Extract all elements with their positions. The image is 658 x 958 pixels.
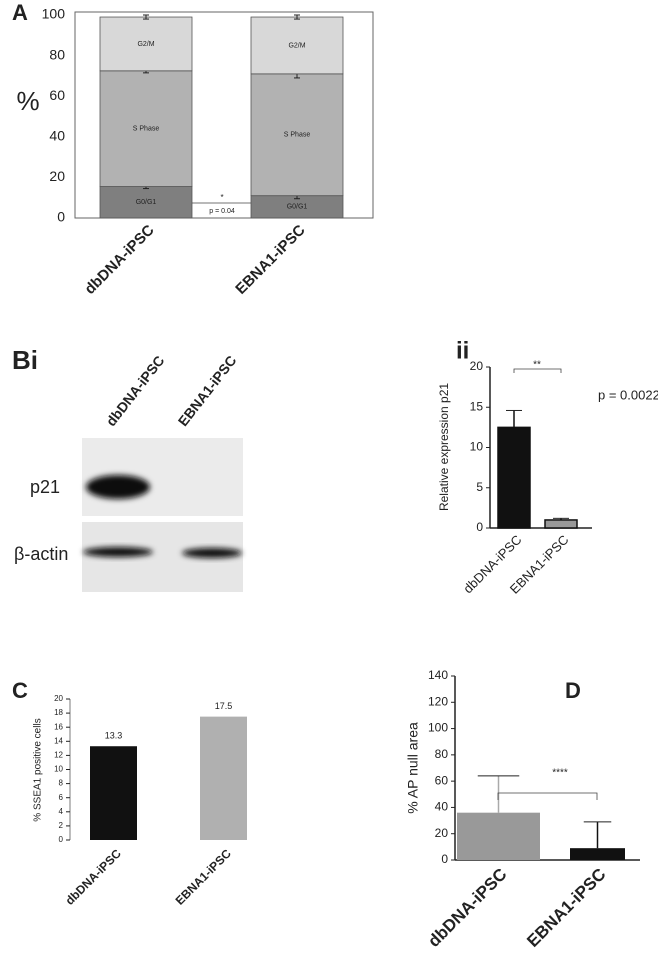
annotation: **** bbox=[552, 768, 568, 779]
y-tick-label: 20 bbox=[54, 694, 63, 703]
x-tick-label: EBNA1-iPSC bbox=[523, 865, 609, 951]
significance-bracket bbox=[513, 368, 562, 373]
y-axis-label: % bbox=[16, 86, 39, 116]
bar-segment bbox=[250, 16, 344, 75]
x-tick-label: dbDNA-iPSC bbox=[63, 846, 125, 908]
annotation: * bbox=[220, 193, 223, 202]
y-tick-label: 0 bbox=[59, 835, 64, 844]
y-tick-label: 12 bbox=[54, 751, 63, 760]
data-label: 17.5 bbox=[215, 701, 233, 711]
bar bbox=[200, 716, 247, 840]
y-tick-label: 16 bbox=[54, 722, 63, 731]
y-tick-label: 140 bbox=[428, 668, 448, 682]
panel-label: D bbox=[565, 678, 581, 703]
panel-label: A bbox=[12, 0, 28, 25]
bar-segment bbox=[99, 16, 193, 72]
significance-bracket bbox=[497, 792, 598, 800]
panel-label: ii bbox=[456, 337, 469, 364]
y-tick-label: 80 bbox=[49, 46, 65, 62]
y-tick-label: 5 bbox=[476, 480, 483, 494]
bar bbox=[544, 519, 578, 529]
y-tick-label: 20 bbox=[49, 168, 65, 184]
y-tick-label: 18 bbox=[54, 708, 63, 717]
lane-label: dbDNA-iPSC bbox=[103, 352, 168, 429]
y-tick-label: 0 bbox=[441, 852, 448, 866]
lane-label: EBNA1-iPSC bbox=[175, 352, 240, 429]
y-tick-label: 10 bbox=[54, 765, 63, 774]
y-tick-label: 8 bbox=[59, 779, 64, 788]
y-tick-label: 80 bbox=[435, 747, 449, 761]
y-tick-label: 60 bbox=[435, 773, 449, 787]
y-tick-label: 100 bbox=[428, 721, 448, 735]
plot-frame bbox=[74, 11, 374, 219]
segment-label: G0/G1 bbox=[287, 204, 308, 211]
segment-label: G0/G1 bbox=[136, 199, 157, 206]
y-tick-label: 0 bbox=[476, 520, 483, 534]
bar-segment bbox=[99, 70, 193, 187]
x-tick-label: dbDNA-iPSC bbox=[424, 865, 510, 951]
y-axis-label: Relative expression p21 bbox=[437, 383, 451, 511]
segment-label: G2/M bbox=[137, 41, 154, 48]
y-tick-label: 10 bbox=[470, 440, 484, 454]
y-tick-label: 0 bbox=[57, 209, 65, 225]
x-tick-label: EBNA1-iPSC bbox=[173, 846, 235, 908]
bar bbox=[90, 746, 137, 840]
blot-band bbox=[86, 475, 150, 499]
bar-segment bbox=[250, 73, 344, 197]
bar bbox=[457, 812, 540, 860]
band-label: p21 bbox=[30, 477, 60, 497]
y-tick-label: 20 bbox=[435, 826, 449, 840]
y-tick-label: 40 bbox=[435, 800, 449, 814]
data-label: 13.3 bbox=[105, 731, 123, 741]
panel-label: C bbox=[12, 678, 28, 703]
y-axis-label: % SSEA1 positive cells bbox=[33, 718, 44, 821]
bar bbox=[570, 848, 625, 860]
y-tick-label: 20 bbox=[470, 359, 484, 373]
x-tick-label: EBNA1-iPSC bbox=[232, 222, 308, 298]
bar bbox=[497, 426, 531, 529]
band-label: β-actin bbox=[14, 544, 68, 564]
segment-label: G2/M bbox=[288, 42, 305, 49]
y-tick-label: 14 bbox=[54, 736, 63, 745]
segment-label: S Phase bbox=[133, 126, 160, 133]
y-tick-label: 15 bbox=[470, 399, 484, 413]
y-tick-label: 60 bbox=[49, 87, 65, 103]
segment-label: S Phase bbox=[284, 132, 311, 139]
y-axis-label: % AP null area bbox=[405, 722, 421, 814]
y-tick-label: 120 bbox=[428, 694, 448, 708]
blot-band bbox=[83, 547, 153, 557]
blot-band bbox=[182, 548, 242, 558]
x-tick-label: dbDNA-iPSC bbox=[81, 221, 157, 297]
panel-label: Bi bbox=[12, 345, 38, 375]
annotation: p = 0.04 bbox=[209, 208, 235, 215]
annotation: ** bbox=[533, 360, 541, 371]
annotation: p = 0.0022 bbox=[598, 387, 658, 402]
y-tick-label: 40 bbox=[49, 128, 65, 144]
y-tick-label: 2 bbox=[59, 821, 64, 830]
y-tick-label: 4 bbox=[59, 807, 64, 816]
y-tick-label: 100 bbox=[42, 6, 66, 22]
y-tick-label: 6 bbox=[59, 793, 64, 802]
